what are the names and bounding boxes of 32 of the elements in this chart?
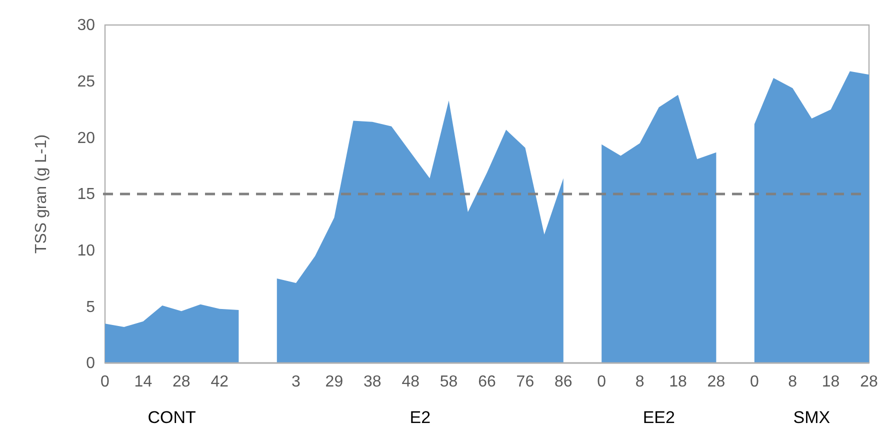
- x-tick-label: 0: [597, 373, 606, 390]
- y-tick-label: 0: [86, 355, 96, 372]
- x-tick-label: 0: [100, 373, 110, 390]
- y-tick-label: 30: [77, 17, 96, 34]
- text: E2: [410, 408, 431, 427]
- x-tick-label: 8: [788, 373, 798, 390]
- x-tick-label: 28: [172, 373, 190, 390]
- x-tick-label: 28: [707, 373, 726, 390]
- x-tick-label: 66: [478, 373, 496, 390]
- x-tick-label: 86: [554, 373, 572, 390]
- x-tick-label: 76: [516, 373, 534, 390]
- y-tick-label: 15: [77, 186, 96, 204]
- y-tick-label: 25: [77, 73, 96, 90]
- y-tick-label: 5: [86, 298, 96, 316]
- y-axis-title: TSS gran (g L-1): [33, 134, 50, 254]
- y-tick-label: 10: [77, 242, 96, 260]
- x-tick-label: 29: [325, 373, 344, 390]
- x-tick-label: 38: [364, 373, 382, 390]
- x-tick-label: 14: [134, 373, 152, 390]
- x-tick-label: 58: [440, 373, 458, 390]
- text: CONT: [148, 408, 196, 427]
- text: EE2: [642, 408, 675, 427]
- x-tick-label: 0: [750, 373, 759, 390]
- x-tick-label: 28: [860, 373, 878, 390]
- y-tick-label: 20: [77, 130, 96, 147]
- x-tick-label: 48: [402, 373, 420, 390]
- x-tick-label: 42: [210, 373, 229, 390]
- x-tick-label: 18: [822, 373, 840, 390]
- x-tick-label: 8: [635, 373, 644, 390]
- x-tick-label: 18: [669, 373, 687, 390]
- x-tick-label: 3: [292, 373, 301, 390]
- text: SMX: [793, 408, 830, 427]
